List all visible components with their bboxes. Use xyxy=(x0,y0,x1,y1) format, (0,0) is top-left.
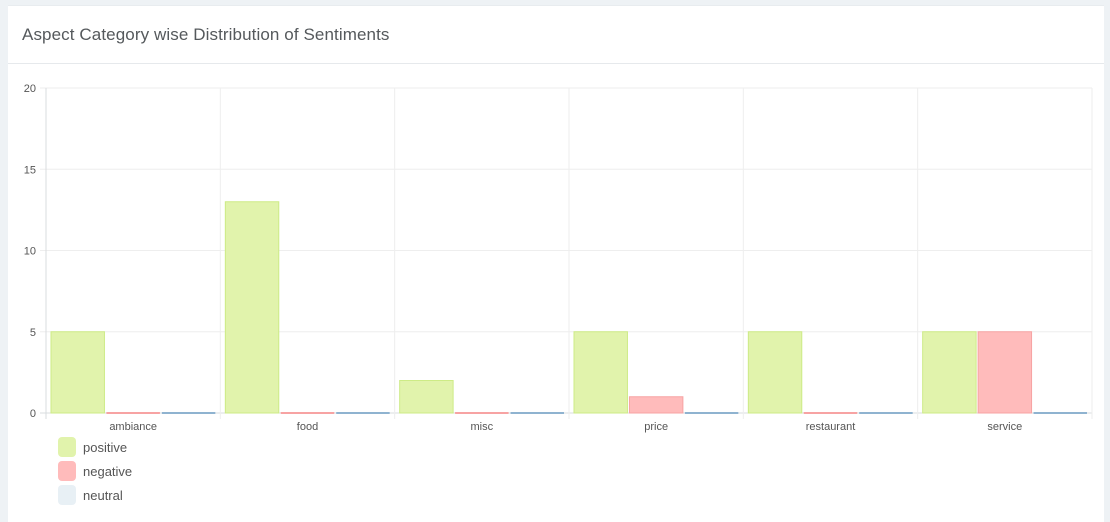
y-tick-label: 20 xyxy=(24,83,36,95)
y-tick-label: 15 xyxy=(24,164,36,176)
legend-swatch-negative[interactable] xyxy=(58,461,76,481)
y-tick-label: 10 xyxy=(24,246,36,258)
bar-positive-service[interactable] xyxy=(922,331,977,414)
legend-swatch-positive[interactable] xyxy=(58,437,76,457)
x-tick-label: ambiance xyxy=(109,421,157,433)
legend: positive negative neutral xyxy=(58,437,132,505)
chart-title: Aspect Category wise Distribution of Sen… xyxy=(22,24,390,44)
bar-positive-price[interactable] xyxy=(573,331,628,414)
legend-label-negative[interactable]: negative xyxy=(83,464,132,479)
x-tick-label: restaurant xyxy=(806,421,856,433)
legend-swatch-neutral[interactable] xyxy=(58,485,76,505)
bars xyxy=(50,201,1087,414)
x-tick-label: food xyxy=(297,421,318,433)
legend-label-positive[interactable]: positive xyxy=(83,440,127,455)
y-tick-label: 5 xyxy=(30,327,36,339)
chart-card: Aspect Category wise Distribution of Sen… xyxy=(8,5,1104,522)
x-tick-label: price xyxy=(644,421,668,433)
bar-positive-restaurant[interactable] xyxy=(747,331,803,414)
axes: 0 5 10 15 20 ambiance food misc price restaurant s… xyxy=(24,83,1023,433)
bar-negative-service[interactable] xyxy=(977,331,1033,414)
legend-label-neutral[interactable]: neutral xyxy=(83,488,123,503)
bar-positive-misc[interactable] xyxy=(399,380,454,414)
x-tick-label: service xyxy=(987,421,1022,433)
bar-positive-ambiance[interactable] xyxy=(50,331,105,414)
x-tick-label: misc xyxy=(471,421,494,433)
card-header: Aspect Category wise Distribution of Sen… xyxy=(8,6,1104,64)
bar-positive-food[interactable] xyxy=(224,201,280,414)
y-tick-label: 0 xyxy=(30,408,36,420)
bar-negative-price[interactable] xyxy=(628,396,684,414)
